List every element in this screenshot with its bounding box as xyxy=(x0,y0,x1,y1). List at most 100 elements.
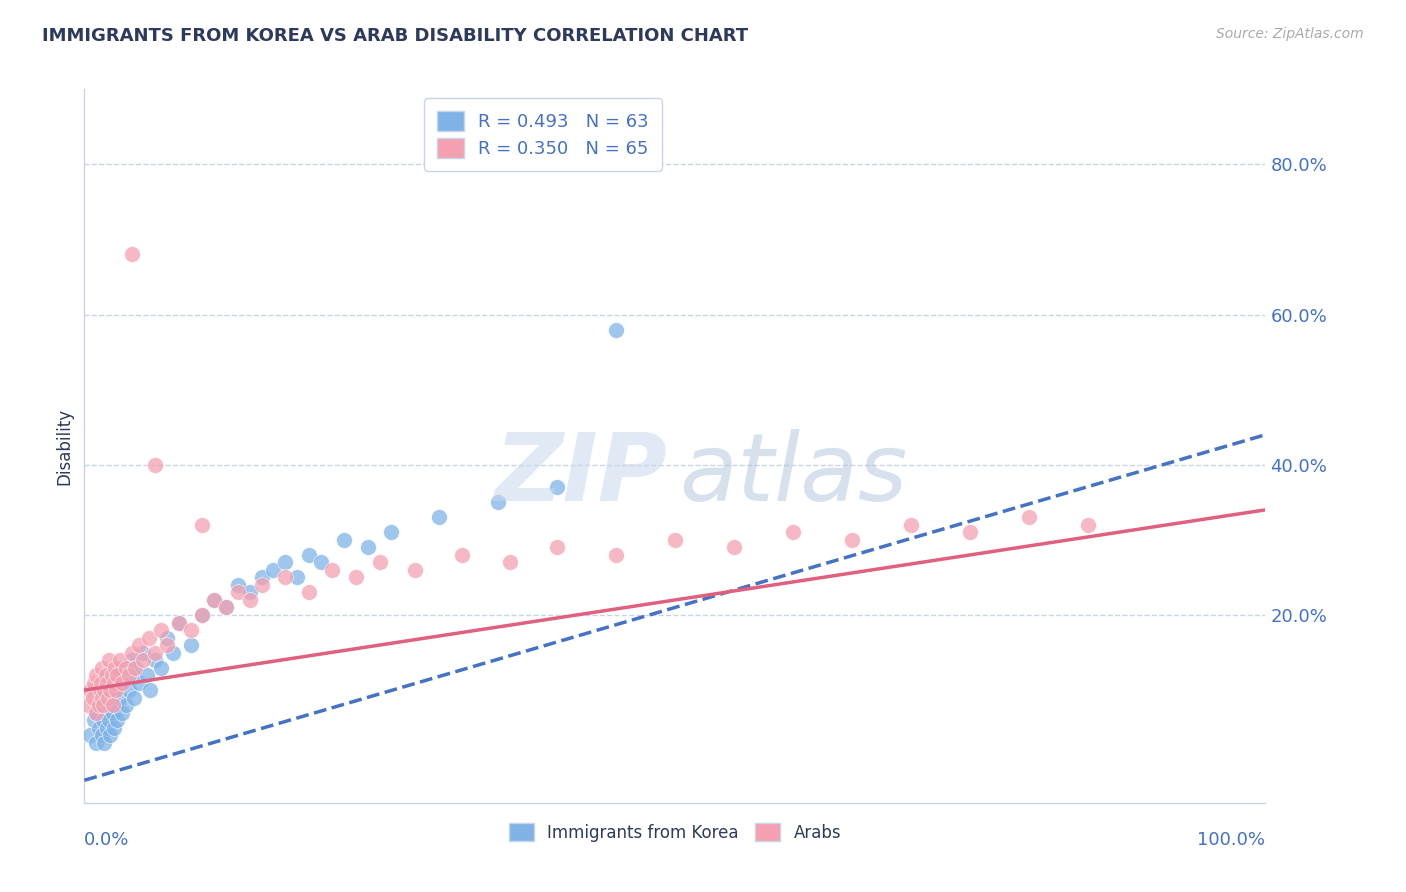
Point xyxy=(128,675,150,690)
Point xyxy=(91,698,114,713)
Point xyxy=(111,706,134,720)
Point xyxy=(143,646,166,660)
Point xyxy=(96,675,118,690)
Text: Source: ZipAtlas.com: Source: ZipAtlas.com xyxy=(1216,27,1364,41)
Point xyxy=(427,510,450,524)
Point xyxy=(368,556,391,570)
Point xyxy=(605,548,627,562)
Point xyxy=(215,600,238,615)
Point xyxy=(167,615,190,630)
Point xyxy=(91,728,114,742)
Point xyxy=(104,660,127,674)
Point xyxy=(87,698,110,713)
Point xyxy=(97,698,120,713)
Point xyxy=(89,698,111,713)
Point xyxy=(298,585,321,599)
Point xyxy=(91,713,114,727)
Point xyxy=(191,607,214,622)
Point xyxy=(150,623,173,637)
Point xyxy=(841,533,863,547)
Point xyxy=(1018,510,1040,524)
Point xyxy=(114,698,136,713)
Point xyxy=(105,683,128,698)
Point xyxy=(262,563,284,577)
Point xyxy=(180,623,202,637)
Point xyxy=(380,525,402,540)
Point xyxy=(84,668,107,682)
Point xyxy=(139,683,162,698)
Point xyxy=(132,653,155,667)
Point xyxy=(94,706,117,720)
Point xyxy=(100,668,122,682)
Point xyxy=(96,721,118,735)
Point xyxy=(202,593,225,607)
Point xyxy=(226,585,249,599)
Point xyxy=(79,683,101,698)
Point xyxy=(104,698,127,713)
Point xyxy=(150,660,173,674)
Point xyxy=(111,675,134,690)
Point xyxy=(239,585,262,599)
Text: IMMIGRANTS FROM KOREA VS ARAB DISABILITY CORRELATION CHART: IMMIGRANTS FROM KOREA VS ARAB DISABILITY… xyxy=(42,27,748,45)
Point xyxy=(89,683,111,698)
Point xyxy=(143,458,166,472)
Point xyxy=(451,548,474,562)
Point xyxy=(900,517,922,532)
Point xyxy=(101,698,124,713)
Point xyxy=(103,683,125,698)
Point xyxy=(723,541,745,555)
Point xyxy=(959,525,981,540)
Point xyxy=(98,690,121,705)
Point xyxy=(87,721,110,735)
Point xyxy=(143,653,166,667)
Point xyxy=(121,646,143,660)
Point xyxy=(498,556,520,570)
Point xyxy=(226,578,249,592)
Point xyxy=(202,593,225,607)
Point xyxy=(125,660,148,674)
Point xyxy=(167,615,190,630)
Point xyxy=(782,525,804,540)
Text: 0.0%: 0.0% xyxy=(84,831,129,849)
Point xyxy=(115,668,138,682)
Point xyxy=(285,570,308,584)
Point xyxy=(93,683,115,698)
Point xyxy=(84,706,107,720)
Point xyxy=(121,653,143,667)
Point xyxy=(118,683,141,698)
Point xyxy=(103,721,125,735)
Point xyxy=(191,517,214,532)
Point xyxy=(180,638,202,652)
Point xyxy=(138,631,160,645)
Point xyxy=(91,660,114,674)
Point xyxy=(97,690,120,705)
Point xyxy=(90,675,112,690)
Point xyxy=(321,563,343,577)
Point xyxy=(546,541,568,555)
Point xyxy=(94,668,117,682)
Point xyxy=(103,675,125,690)
Point xyxy=(83,675,105,690)
Point xyxy=(91,690,114,705)
Point xyxy=(101,706,124,720)
Point xyxy=(156,638,179,652)
Point xyxy=(274,556,297,570)
Point xyxy=(122,690,145,705)
Point xyxy=(94,683,117,698)
Point xyxy=(98,653,121,667)
Point xyxy=(298,548,321,562)
Point xyxy=(93,736,115,750)
Point xyxy=(84,706,107,720)
Point xyxy=(605,322,627,336)
Point xyxy=(250,570,273,584)
Point xyxy=(79,728,101,742)
Point xyxy=(105,675,128,690)
Point xyxy=(108,660,131,674)
Y-axis label: Disability: Disability xyxy=(55,408,73,484)
Point xyxy=(156,631,179,645)
Point xyxy=(309,556,332,570)
Point xyxy=(107,668,129,682)
Point xyxy=(98,683,121,698)
Point xyxy=(77,698,100,713)
Point xyxy=(107,713,129,727)
